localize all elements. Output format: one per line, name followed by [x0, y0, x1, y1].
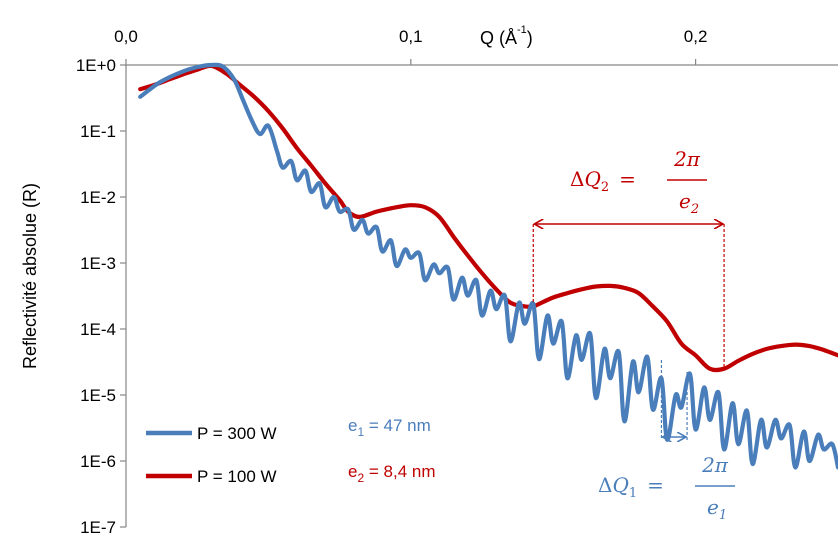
series-line-0: [138, 62, 838, 470]
x-tick-label: 0,0: [114, 27, 138, 46]
y-tick-label: 1E+0: [76, 56, 116, 75]
y-tick-label: 1E-4: [80, 320, 116, 339]
delta-q1-annotation: ΔQ1 = 2π e1: [598, 360, 735, 523]
y-tick-label: 1E-5: [80, 386, 116, 405]
delta-q1-denominator: e1: [707, 495, 727, 523]
legend-label: P = 300 W: [197, 424, 277, 443]
e1-label: e1 = 47 nm: [348, 416, 431, 439]
delta-q1-lhs: ΔQ1 =: [598, 473, 664, 501]
x-tick-label: 0,1: [399, 27, 423, 46]
delta-q2-denominator: e2: [679, 189, 699, 217]
y-tick-label: 1E-6: [80, 452, 116, 471]
legend: P = 300 W P = 100 W: [146, 424, 277, 486]
series-group: [138, 62, 838, 470]
delta-q2-lhs: ΔQ2 =: [570, 167, 636, 195]
series-line-1: [138, 63, 838, 373]
y-tick-label: 1E-1: [80, 122, 116, 141]
y-tick-label: 1E-7: [80, 518, 116, 537]
x-tick-label: 0,2: [684, 27, 708, 46]
y-axis-title: Reflectivité absolue (R): [20, 183, 40, 369]
y-tick-label: 1E-3: [80, 254, 116, 273]
legend-label: P = 100 W: [197, 467, 277, 486]
delta-q2-annotation: ΔQ2 = 2π e2: [532, 147, 725, 370]
delta-q2-numerator: 2π: [673, 147, 701, 171]
y-tick-label: 1E-2: [80, 188, 116, 207]
x-axis-title: Q (Å-1): [480, 24, 533, 48]
delta-q1-numerator: 2π: [701, 453, 729, 477]
e2-label: e2 = 8,4 nm: [348, 462, 436, 485]
